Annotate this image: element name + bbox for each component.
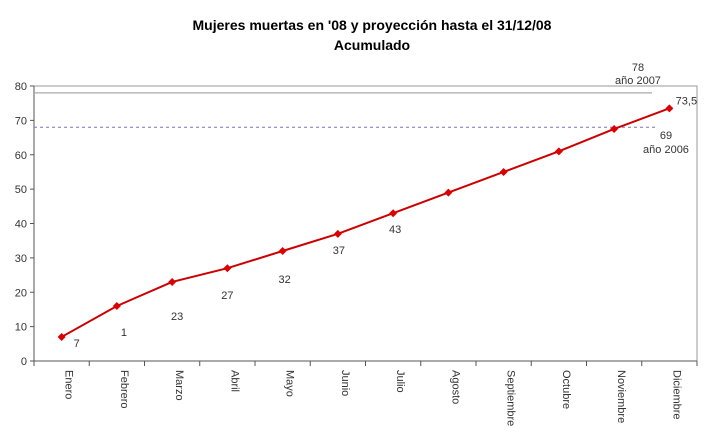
reference-label-2007-year: año 2007 [615,75,661,87]
x-tick-label: Abril [228,370,240,392]
data-point-marker [665,104,674,113]
y-tick-label: 60 [15,150,27,162]
x-tick-label: Octubre [560,370,572,409]
y-tick-label: 80 [15,81,27,93]
y-tick-label: 50 [15,184,27,196]
data-point-marker [278,247,287,255]
data-point-marker [112,302,121,310]
data-label: 73,5 [676,95,697,107]
y-tick-label: 70 [15,115,27,127]
y-tick-label: 30 [15,253,27,265]
y-tick-label: 20 [15,287,27,299]
data-label: 37 [333,245,345,257]
reference-label-2006-value: 69 [660,130,672,142]
y-tick-label: 10 [15,322,27,334]
chart-title: Mujeres muertas en '08 y proyección hast… [193,17,552,33]
data-point-marker [223,264,232,273]
data-point-marker [499,167,508,176]
data-label: 7 [74,338,80,350]
data-label: 43 [389,224,401,236]
x-tick-label: Mayo [284,370,296,397]
y-tick-label: 0 [21,356,27,368]
chart-subtitle: Acumulado [334,37,410,53]
data-label: 32 [279,274,291,286]
data-point-marker [333,229,342,238]
data-point-marker [554,147,563,156]
reference-label-2007-value: 78 [632,62,644,74]
data-point-marker [389,209,398,218]
data-point-marker [444,188,453,197]
data-point-marker [168,277,177,286]
reference-label-2006-year: año 2006 [643,144,689,156]
x-tick-label: Septiembre [505,370,517,426]
data-label: 1 [121,327,127,339]
x-tick-label: Julio [394,370,406,393]
x-tick-label: Diciembre [670,370,682,420]
data-label: 27 [221,290,233,302]
x-tick-label: Noviembre [615,370,627,423]
x-tick-label: Junio [339,370,351,396]
y-tick-label: 40 [15,219,27,231]
x-tick-label: Marzo [173,370,185,401]
data-label: 23 [171,311,183,323]
x-tick-label: Enero [63,370,75,399]
series-line [61,107,670,338]
x-tick-label: Febrero [118,370,130,409]
data-point-marker [610,124,619,133]
data-point-marker [57,332,66,341]
x-tick-label: Agosto [449,370,461,404]
